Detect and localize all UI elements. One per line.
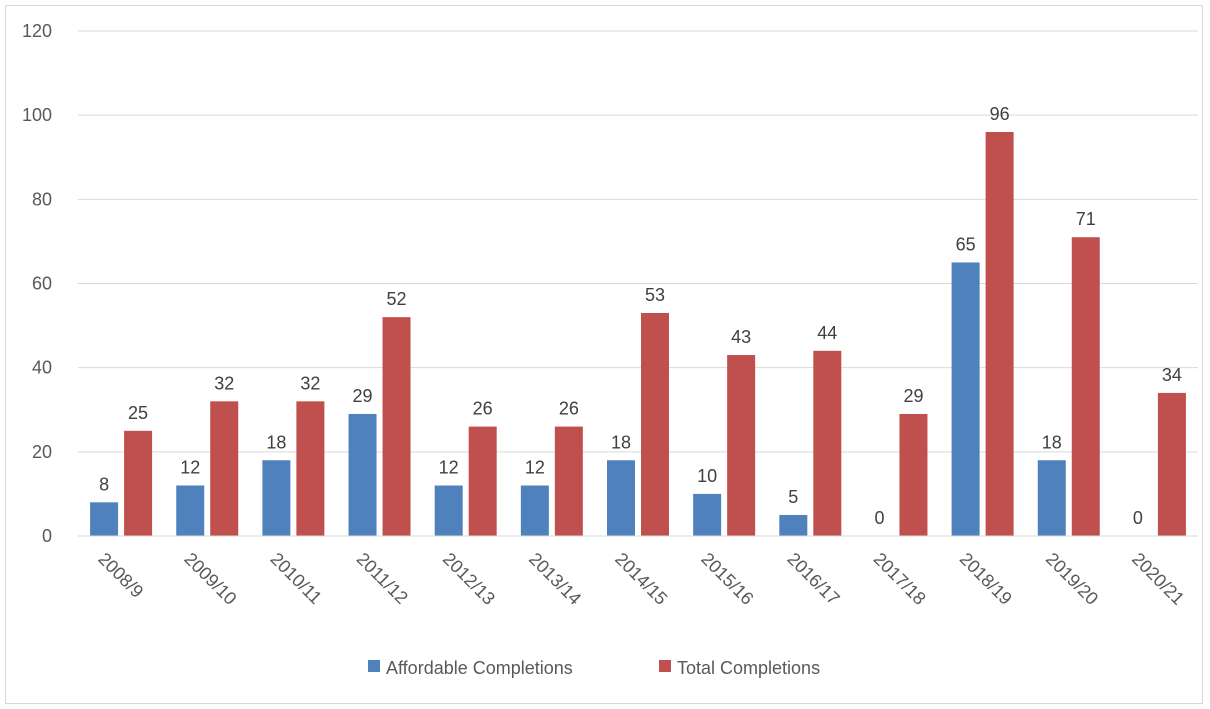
data-label-total-completions: 32 <box>214 373 234 393</box>
bar-affordable-completions <box>779 514 808 536</box>
bar-affordable-completions <box>176 485 205 536</box>
bar-affordable-completions <box>693 493 722 536</box>
bar-affordable-completions <box>520 485 549 536</box>
y-tick-label: 80 <box>32 189 52 209</box>
bar-total-completions <box>382 317 411 536</box>
bar-affordable-completions <box>951 262 980 536</box>
x-tick-label: 2015/16 <box>697 549 757 609</box>
y-tick-label: 100 <box>22 105 52 125</box>
data-label-affordable-completions: 12 <box>525 458 545 478</box>
y-axis-tick-labels: 0 20 40 60 80 100 120 <box>22 21 52 546</box>
bar-total-completions <box>813 350 842 536</box>
x-tick-label: 2009/10 <box>180 549 240 609</box>
x-tick-label: 2018/19 <box>956 549 1016 609</box>
x-tick-label: 2010/11 <box>267 549 326 608</box>
y-tick-label: 40 <box>32 358 52 378</box>
bar-total-completions <box>124 430 153 536</box>
legend-swatch-affordable-completions <box>368 660 380 672</box>
data-label-total-completions: 44 <box>817 323 837 343</box>
data-label-total-completions: 26 <box>559 399 579 419</box>
bar-total-completions <box>1157 392 1186 536</box>
data-labels: 8 25 12 32 18 32 29 52 12 26 12 26 18 53 10 43 5 44 0 29 65 9… <box>99 104 1182 528</box>
y-tick-label: 60 <box>32 274 52 294</box>
x-tick-label: 2008/9 <box>94 549 147 602</box>
data-label-total-completions: 32 <box>300 373 320 393</box>
bar-affordable-completions <box>348 413 377 536</box>
data-label-affordable-completions: 0 <box>874 508 884 528</box>
data-label-affordable-completions: 10 <box>697 466 717 486</box>
bar-total-completions <box>468 426 497 536</box>
bar-total-completions <box>727 355 756 536</box>
bar-affordable-completions <box>1037 460 1066 536</box>
x-tick-label: 2020/21 <box>1128 549 1188 609</box>
data-label-total-completions: 52 <box>387 289 407 309</box>
x-tick-label: 2013/14 <box>525 549 585 609</box>
data-label-affordable-completions: 29 <box>353 386 373 406</box>
x-tick-label: 2011/12 <box>353 549 412 608</box>
bar-total-completions <box>296 401 325 536</box>
data-label-affordable-completions: 12 <box>439 458 459 478</box>
bar-total-completions <box>641 312 669 536</box>
data-label-total-completions: 25 <box>128 403 148 423</box>
data-label-affordable-completions: 12 <box>180 458 200 478</box>
legend-label-affordable-completions: Affordable Completions <box>386 658 573 678</box>
data-label-total-completions: 71 <box>1076 209 1096 229</box>
x-axis-tick-labels: 2008/9 2009/10 2010/11 2011/12 2012/13 2013/1… <box>94 549 1188 609</box>
legend-swatch-total-completions <box>659 660 671 672</box>
bar-total-completions <box>1071 237 1100 537</box>
legend-label-total-completions: Total Completions <box>677 658 820 678</box>
data-label-affordable-completions: 18 <box>1042 432 1062 452</box>
bar-affordable-completions <box>607 460 635 536</box>
bar-total-completions <box>210 401 239 536</box>
data-label-total-completions: 96 <box>990 104 1010 124</box>
data-label-affordable-completions: 18 <box>611 432 631 452</box>
bar-affordable-completions <box>434 485 463 536</box>
legend: Affordable Completions Total Completions <box>368 658 820 678</box>
data-label-affordable-completions: 8 <box>99 474 109 494</box>
data-label-total-completions: 26 <box>473 399 493 419</box>
bar-affordable-completions <box>262 460 291 536</box>
bar-total-completions <box>899 413 928 536</box>
bar-total-completions <box>554 426 583 536</box>
x-tick-label: 2014/15 <box>611 549 671 609</box>
data-label-total-completions: 53 <box>645 285 665 305</box>
x-tick-label: 2012/13 <box>439 549 499 609</box>
bar-affordable-completions <box>90 502 119 536</box>
x-tick-label: 2017/18 <box>870 549 930 609</box>
data-label-total-completions: 43 <box>731 327 751 347</box>
data-label-affordable-completions: 65 <box>956 234 976 254</box>
x-tick-label: 2019/20 <box>1042 549 1102 609</box>
data-label-affordable-completions: 18 <box>266 432 286 452</box>
y-tick-label: 120 <box>22 21 52 41</box>
data-label-total-completions: 29 <box>903 386 923 406</box>
data-label-affordable-completions: 5 <box>788 487 798 507</box>
data-label-affordable-completions: 0 <box>1133 508 1143 528</box>
y-tick-label: 20 <box>32 442 52 462</box>
y-tick-label: 0 <box>42 526 52 546</box>
bar-total-completions <box>985 132 1014 536</box>
bars <box>90 132 1186 537</box>
data-label-total-completions: 34 <box>1162 365 1182 385</box>
x-tick-label: 2016/17 <box>783 549 843 609</box>
gridlines <box>78 30 1198 453</box>
